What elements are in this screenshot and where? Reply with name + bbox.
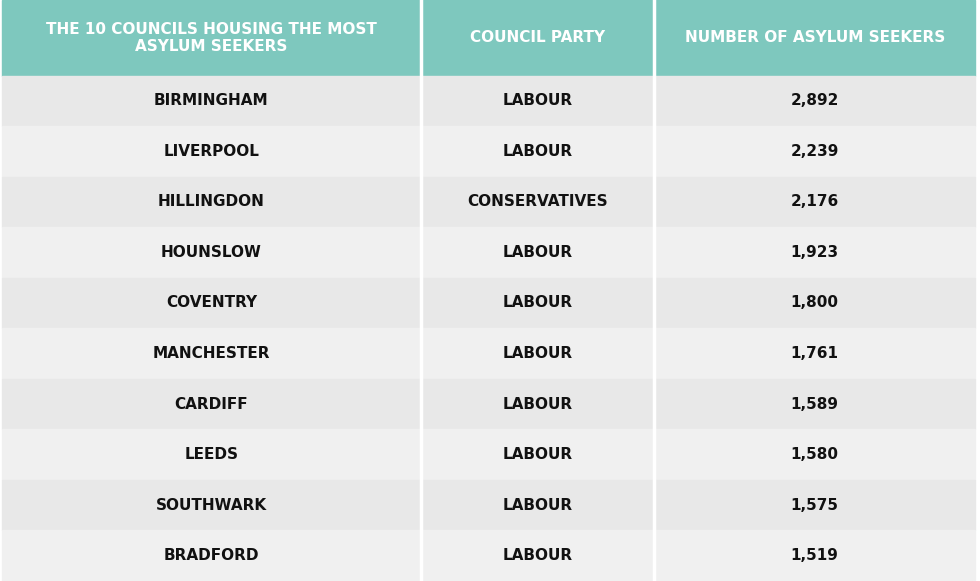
Text: 2,176: 2,176 [791,195,839,209]
Bar [420,530,654,581]
Text: LABOUR: LABOUR [503,144,572,159]
Bar [654,379,975,429]
Bar [420,429,654,480]
Text: SOUTHWARK: SOUTHWARK [156,498,267,512]
Text: NUMBER OF ASYLUM SEEKERS: NUMBER OF ASYLUM SEEKERS [684,30,945,45]
Bar [654,530,975,581]
Bar [2,530,420,581]
Bar [2,76,420,126]
Bar [2,0,420,76]
Bar [654,126,975,177]
Text: 1,575: 1,575 [791,498,839,512]
Text: 2,239: 2,239 [791,144,839,159]
Bar [420,278,654,328]
Bar [420,227,654,278]
Bar [2,126,420,177]
Text: MANCHESTER: MANCHESTER [153,346,270,361]
Text: LABOUR: LABOUR [503,346,572,361]
Text: COUNCIL PARTY: COUNCIL PARTY [469,30,605,45]
Bar [420,76,654,126]
Text: 1,580: 1,580 [791,447,839,462]
Text: 1,923: 1,923 [791,245,839,260]
Text: COVENTRY: COVENTRY [166,296,257,310]
Bar [2,177,420,227]
Bar [2,328,420,379]
Bar [420,0,654,76]
Text: HOUNSLOW: HOUNSLOW [161,245,262,260]
Bar [420,177,654,227]
Bar [420,379,654,429]
Text: 1,761: 1,761 [791,346,839,361]
Bar [654,227,975,278]
Text: LIVERPOOL: LIVERPOOL [164,144,260,159]
Bar [420,126,654,177]
Bar [654,480,975,530]
Bar [2,480,420,530]
Bar [654,76,975,126]
Text: LABOUR: LABOUR [503,296,572,310]
Text: LABOUR: LABOUR [503,498,572,512]
Bar [654,278,975,328]
Text: BIRMINGHAM: BIRMINGHAM [154,94,269,108]
Bar [654,429,975,480]
Text: LEEDS: LEEDS [184,447,238,462]
Text: CONSERVATIVES: CONSERVATIVES [467,195,608,209]
Text: HILLINGDON: HILLINGDON [158,195,265,209]
Bar [654,0,975,76]
Text: 1,519: 1,519 [791,548,839,563]
Bar [2,278,420,328]
Text: BRADFORD: BRADFORD [164,548,259,563]
Text: LABOUR: LABOUR [503,94,572,108]
Bar [654,328,975,379]
Text: 1,589: 1,589 [791,397,839,411]
Text: 1,800: 1,800 [791,296,839,310]
Bar [420,328,654,379]
Bar [2,227,420,278]
Text: 2,892: 2,892 [791,94,839,108]
Text: LABOUR: LABOUR [503,245,572,260]
Text: LABOUR: LABOUR [503,397,572,411]
Text: THE 10 COUNCILS HOUSING THE MOST
ASYLUM SEEKERS: THE 10 COUNCILS HOUSING THE MOST ASYLUM … [46,21,376,54]
Text: LABOUR: LABOUR [503,548,572,563]
Bar [2,429,420,480]
Text: LABOUR: LABOUR [503,447,572,462]
Text: CARDIFF: CARDIFF [174,397,248,411]
Bar [2,379,420,429]
Bar [420,480,654,530]
Bar [654,177,975,227]
